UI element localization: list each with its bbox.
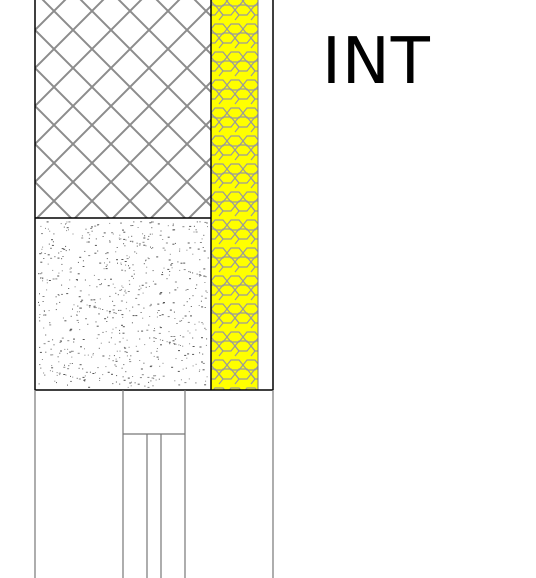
concrete-stipple-dots — [38, 221, 209, 388]
wall-outlines — [34, 0, 274, 391]
insulation-honeycomb-strip — [211, 0, 258, 390]
interior-side-label: INT — [322, 25, 431, 99]
masonry-crosshatch-layer — [35, 0, 211, 218]
lower-frame-detail — [34, 390, 274, 578]
concrete-stipple-layer — [35, 218, 211, 390]
